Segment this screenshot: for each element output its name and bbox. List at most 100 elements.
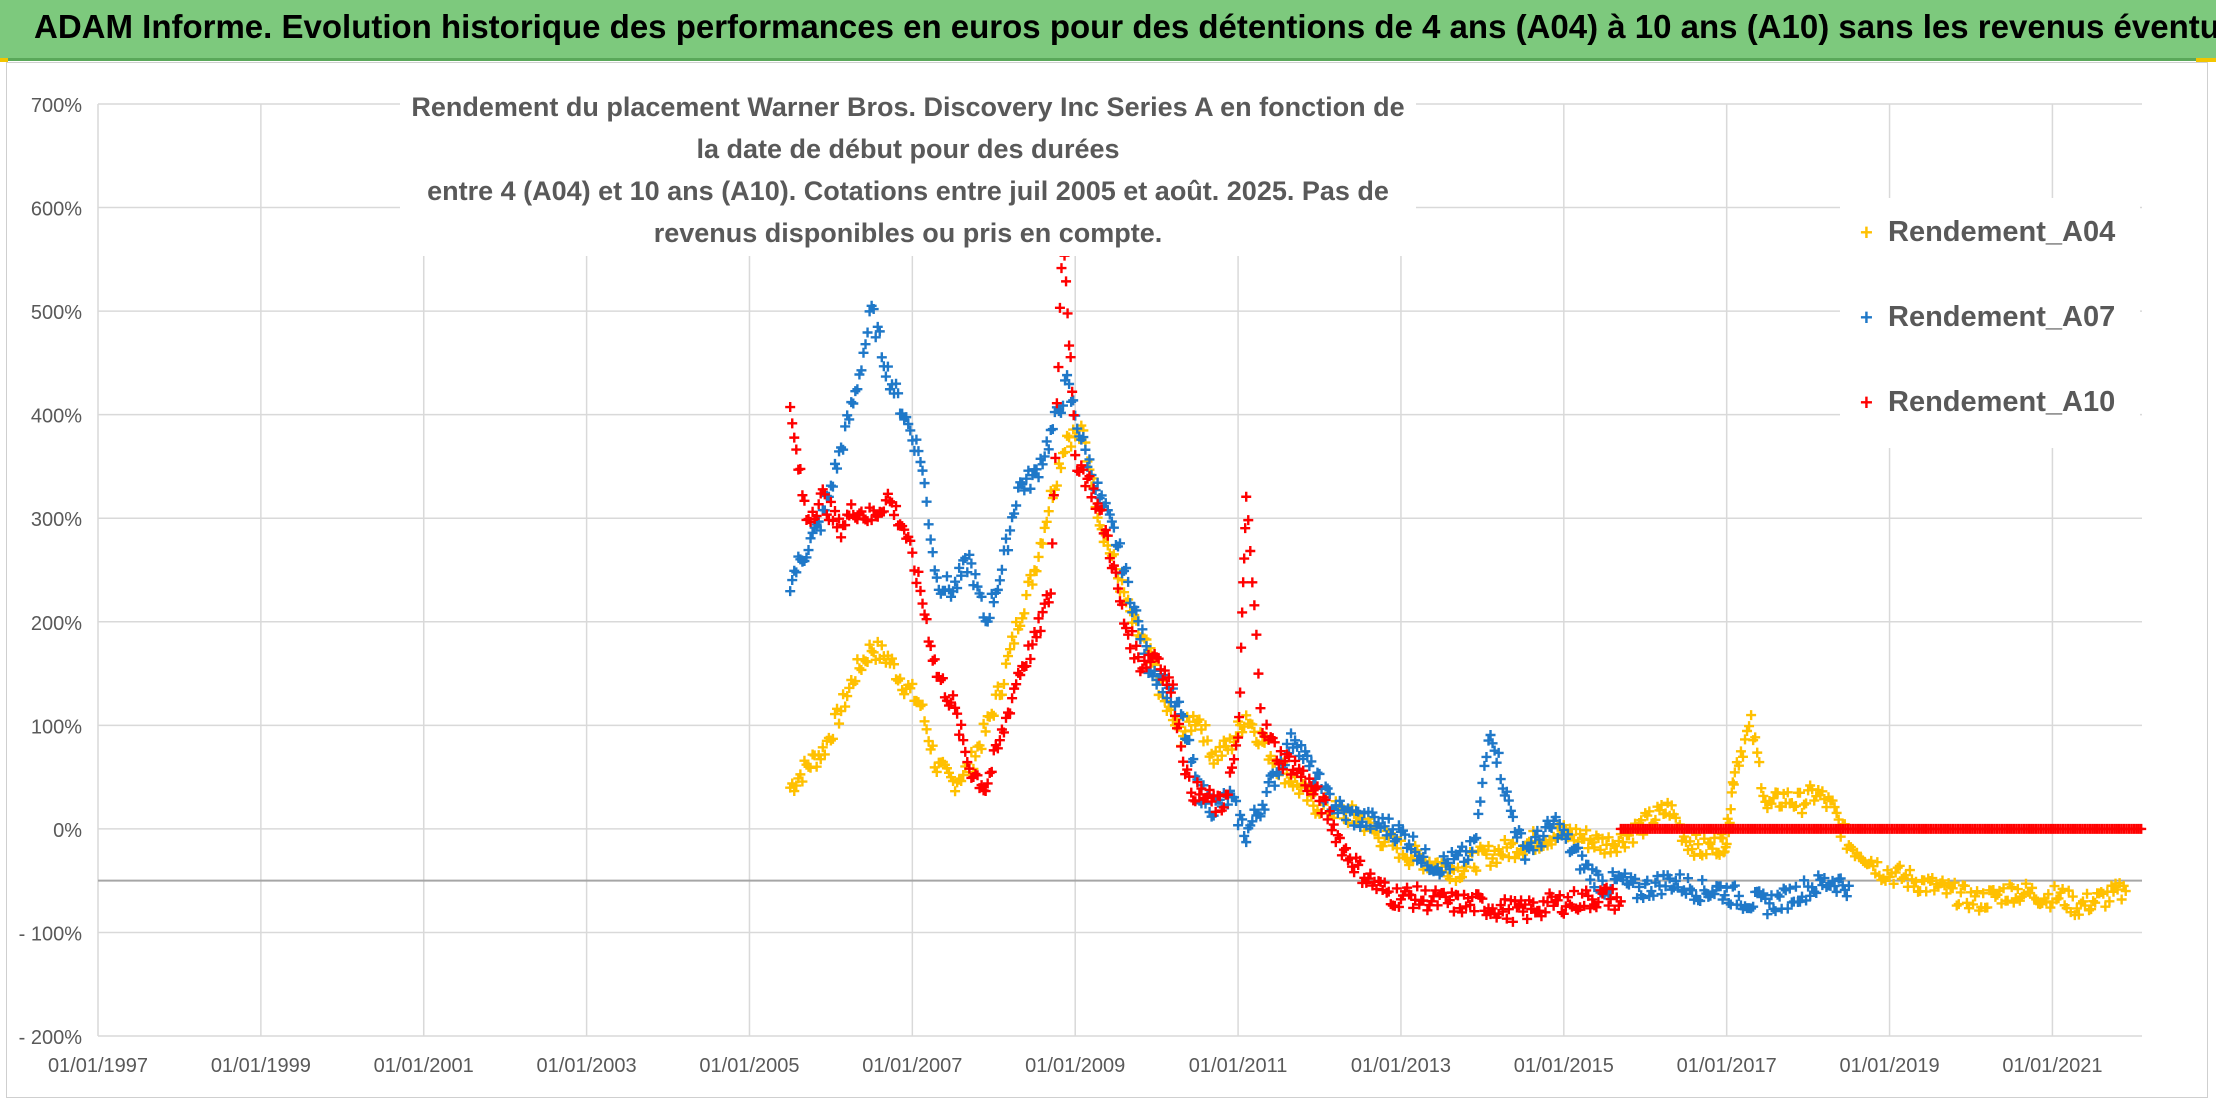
rendement-a07-point [1758, 888, 1769, 899]
rendement-a10-point [832, 522, 843, 533]
rendement-a07-point [1322, 783, 1333, 794]
rendement-a04-point [1782, 787, 1793, 798]
rendement-a04-point [1959, 880, 1970, 891]
rendement-a10-point [1365, 868, 1376, 879]
rendement-a07-point [1670, 875, 1681, 886]
legend-marker-a07: + [1860, 305, 1873, 331]
rendement-a07-point [1306, 756, 1317, 767]
rendement-a10-point [952, 708, 963, 719]
rendement-a10-point [1383, 886, 1394, 897]
x-tick-label: 01/01/2017 [1677, 1055, 1777, 1077]
rendement-a10-point [1542, 897, 1553, 908]
rendement-a10-point [1048, 490, 1059, 501]
rendement-a04-point [988, 710, 999, 721]
rendement-a04-point [2027, 882, 2038, 893]
rendement-a07-point [1151, 679, 1162, 690]
rendement-a04-point [1742, 725, 1753, 736]
rendement-a07-point [807, 527, 818, 538]
rendement-a04-point [1619, 842, 1630, 853]
rendement-a10-point [1053, 362, 1064, 373]
rendement-a07-point [1593, 869, 1604, 880]
rendement-a04-point [2049, 881, 2060, 892]
rendement-a10-point [1581, 885, 1592, 896]
rendement-a07-point [844, 414, 855, 425]
rendement-a10-point [972, 770, 983, 781]
rendement-a10-point [825, 496, 836, 507]
rendement-a04-point [854, 663, 865, 674]
rendement-a04-point [1457, 872, 1468, 883]
rendement-a10-point [1133, 652, 1144, 663]
chart-title-line2: entre 4 (A04) et 10 ans (A10). Cotations… [427, 176, 1389, 248]
x-tick-label: 01/01/2001 [374, 1055, 474, 1077]
rendement-a10-point [1145, 656, 1156, 667]
rendement-a04-point [1866, 855, 1877, 866]
rendement-a07-point [1021, 473, 1032, 484]
rendement-a10-point [911, 577, 922, 588]
rendement-a07-point [923, 519, 934, 530]
rendement-a04-point [986, 708, 997, 719]
rendement-a10-point [1569, 886, 1579, 897]
rendement-a10-point [1067, 386, 1078, 397]
rendement-a07-point [1790, 881, 1801, 892]
rendement-a10-point [1222, 789, 1233, 800]
rendement-a07-point [970, 569, 981, 580]
rendement-a04-point [1892, 862, 1903, 873]
rendement-a10-point [925, 640, 936, 651]
data-points [785, 220, 2147, 927]
rendement-a04-point [1021, 590, 1032, 601]
rendement-a04-point [2006, 882, 2017, 893]
rendement-a10-point [1290, 755, 1301, 766]
rendement-a04-point [978, 718, 989, 729]
rendement-a10-point [1070, 450, 1081, 461]
rendement-a10-point [1255, 703, 1266, 714]
rendement-a07-point [870, 332, 881, 343]
rendement-a07-point [1819, 873, 1830, 884]
rendement-a10-point [840, 520, 851, 531]
rendement-a07-point [1638, 892, 1649, 903]
rendement-a07-point [1373, 818, 1384, 829]
rendement-a07-point [805, 533, 816, 544]
rendement-a10-point [1601, 882, 1612, 893]
rendement-a07-point [1106, 516, 1117, 527]
rendement-a07-point [848, 398, 859, 409]
page-title: ADAM Informe. Evolution historique des p… [34, 8, 2216, 45]
rendement-a10-point [907, 547, 918, 558]
rendement-a07-point [946, 591, 957, 602]
rendement-a07-point [1259, 804, 1270, 815]
rendement-a10-point [1554, 890, 1565, 901]
rendement-a10-point [795, 463, 806, 474]
rendement-a10-point [1062, 308, 1073, 319]
x-tick-label: 01/01/2009 [1025, 1055, 1125, 1077]
rendement-a07-point [1043, 444, 1054, 455]
rendement-a04-point [1617, 837, 1628, 848]
rendement-a04-point [1031, 566, 1042, 577]
rendement-a07-point [1257, 799, 1268, 810]
rendement-a07-point [1072, 423, 1083, 434]
x-tick-label: 01/01/1997 [48, 1055, 148, 1077]
rendement-a07-point [1546, 823, 1557, 834]
rendement-a10-point [1194, 789, 1205, 800]
rendement-a07-point [941, 571, 952, 582]
rendement-a04-point [842, 691, 853, 702]
rendement-a07-point [1799, 875, 1810, 886]
rendement-a04-point [1497, 850, 1508, 861]
rendement-a10-point [1349, 867, 1360, 878]
rendement-a04-point [1666, 800, 1677, 811]
rendement-a04-point [1066, 441, 1077, 452]
rendement-a07-point [1174, 696, 1185, 707]
rendement-a07-point [1133, 616, 1144, 627]
rendement-a07-point [1281, 738, 1292, 749]
rendement-a07-point [1442, 857, 1453, 868]
x-tick-label: 01/01/2021 [2002, 1055, 2102, 1077]
rendement-a04-point [2002, 895, 2013, 906]
rendement-a10-point [811, 510, 822, 521]
rendement-a04-point [1717, 833, 1728, 844]
rendement-a10-point [1231, 740, 1242, 751]
rendement-a04-point [819, 749, 830, 760]
rendement-a10-point [1224, 767, 1235, 778]
rendement-a07-point [1648, 890, 1659, 901]
rendement-a10-point [982, 778, 993, 789]
rendement-a04-point [1636, 815, 1647, 826]
rendement-a07-point [1239, 830, 1250, 841]
y-tick-label: 300% [31, 509, 82, 531]
